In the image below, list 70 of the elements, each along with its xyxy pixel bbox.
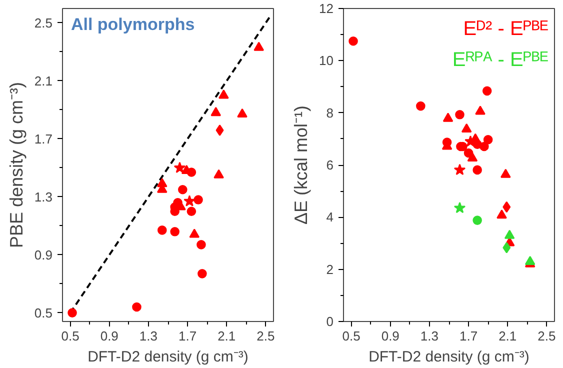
y-tick-label: 2	[326, 262, 334, 277]
y-tick-label: 2.5	[34, 15, 53, 30]
y-axis-title: ΔE (kcal mol⁻¹)	[291, 105, 312, 225]
point	[348, 36, 358, 46]
y-tick-label: 8	[326, 105, 334, 120]
point	[482, 86, 492, 96]
point	[500, 168, 511, 178]
point	[178, 184, 188, 194]
point	[189, 228, 200, 238]
point	[454, 164, 466, 176]
x-tick-label: 2.5	[256, 328, 275, 344]
y-tick-label: 4	[326, 210, 334, 225]
x-tick-label: 1.3	[420, 328, 439, 344]
text: Eᴰ² - Eᴾᴮᴱ	[463, 18, 548, 40]
point	[504, 230, 515, 239]
y-tick-label: 12	[319, 1, 334, 16]
y-tick-label: 2.1	[34, 73, 53, 88]
point	[254, 42, 264, 51]
point	[174, 162, 186, 173]
annotation: All polymorphs	[70, 14, 195, 34]
y-tick-label: 0.5	[34, 305, 53, 320]
point	[194, 195, 203, 204]
x-tick-label: 1.7	[178, 328, 197, 344]
x-tick-label: 0.5	[342, 328, 360, 344]
point	[524, 256, 536, 266]
point	[483, 135, 493, 144]
y-tick-label: 0.9	[34, 247, 53, 262]
y-axis-title: PBE density (g cm⁻³)	[6, 82, 26, 248]
point	[157, 226, 167, 235]
point	[216, 124, 224, 136]
point	[186, 206, 196, 216]
point	[467, 152, 478, 162]
x-tick-label: 2.5	[538, 328, 556, 344]
point	[68, 308, 77, 318]
text: Eᴿᴾᴬ - Eᴾᴮᴱ	[452, 49, 548, 72]
x-tick-label: 0.9	[100, 328, 118, 344]
x-tick-label: 1.7	[460, 328, 478, 344]
point	[442, 112, 454, 122]
point	[416, 101, 426, 111]
point	[184, 195, 196, 206]
point	[454, 202, 466, 214]
point	[210, 106, 222, 116]
point	[480, 142, 489, 152]
point	[461, 123, 472, 133]
point	[496, 209, 507, 219]
point	[132, 302, 142, 312]
x-axis-title: DFT-D2 density (g cm⁻³)	[88, 348, 248, 366]
point	[198, 269, 207, 278]
y-tick-label: 6	[326, 158, 334, 172]
x-axis-title: DFT-D2 density (g cm⁻³)	[368, 348, 530, 366]
point	[472, 216, 482, 225]
y-tick-label: 1.3	[34, 189, 53, 204]
point	[237, 108, 248, 118]
point	[502, 242, 511, 254]
point	[214, 169, 224, 178]
point	[455, 110, 464, 120]
x-tick-label: 0.5	[61, 328, 80, 344]
point	[218, 90, 229, 99]
point	[170, 227, 180, 236]
y-tick-label: 10	[319, 53, 334, 68]
x-tick-label: 0.9	[381, 328, 400, 344]
point	[475, 106, 486, 115]
point	[196, 240, 206, 250]
y-tick-label: 0	[326, 314, 334, 329]
x-tick-label: 2.1	[218, 328, 236, 344]
y-tick-label: 1.7	[34, 131, 53, 146]
x-tick-label: 1.3	[139, 328, 158, 344]
point	[502, 201, 511, 213]
x-tick-label: 2.1	[498, 328, 517, 344]
point	[472, 165, 482, 175]
